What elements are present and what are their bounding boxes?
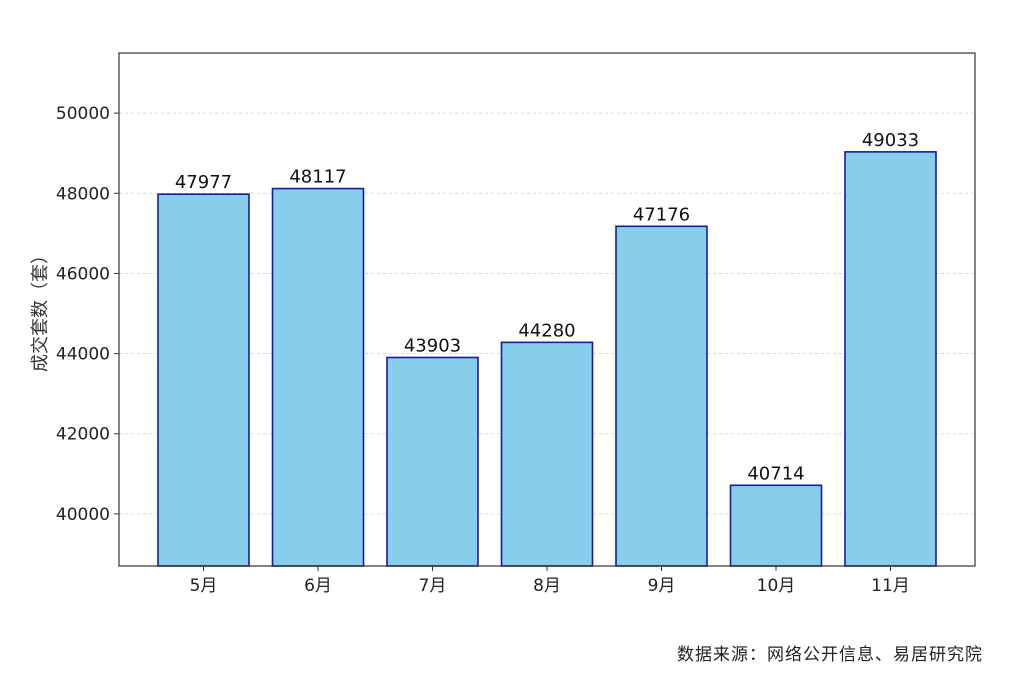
bar-8月 (500, 341, 594, 567)
y-tick-label: 50000 (56, 104, 110, 124)
data-label: 47977 (175, 172, 232, 193)
y-axis-label: 成交套数（套） (30, 246, 51, 372)
data-label: 44280 (518, 320, 575, 341)
bar-5月 (157, 193, 250, 567)
x-tick-label: 9月 (648, 576, 676, 596)
x-tick-label: 5月 (190, 576, 218, 596)
y-axis: 40000 42000 44000 46000 48000 50000 (56, 104, 119, 525)
x-tick-label: 6月 (304, 576, 332, 596)
y-tick-label: 48000 (56, 184, 110, 204)
bar-9月 (615, 225, 708, 567)
bars (157, 151, 937, 567)
data-source-note: 数据来源：网络公开信息、易居研究院 (677, 645, 983, 665)
x-axis: 5月 6月 7月 8月 9月 10月 11月 (190, 566, 910, 596)
x-tick-label: 10月 (757, 576, 796, 596)
data-label: 43903 (404, 335, 461, 356)
data-label: 49033 (862, 130, 919, 151)
bar-7月 (386, 356, 479, 567)
bar-11月 (844, 151, 937, 567)
y-tick-label: 46000 (56, 264, 110, 284)
data-label: 47176 (633, 204, 690, 225)
y-tick-label: 44000 (56, 345, 110, 365)
data-labels: 47977 48117 43903 44280 47176 40714 49033 (175, 130, 919, 484)
data-label: 40714 (747, 463, 804, 484)
bar-6月 (271, 187, 365, 567)
x-tick-label: 11月 (871, 576, 910, 596)
x-tick-label: 7月 (419, 576, 447, 596)
bar-10月 (729, 484, 823, 567)
y-tick-label: 40000 (56, 505, 110, 525)
data-label: 48117 (289, 167, 346, 188)
x-tick-label: 8月 (533, 576, 561, 596)
y-tick-label: 42000 (56, 425, 110, 445)
